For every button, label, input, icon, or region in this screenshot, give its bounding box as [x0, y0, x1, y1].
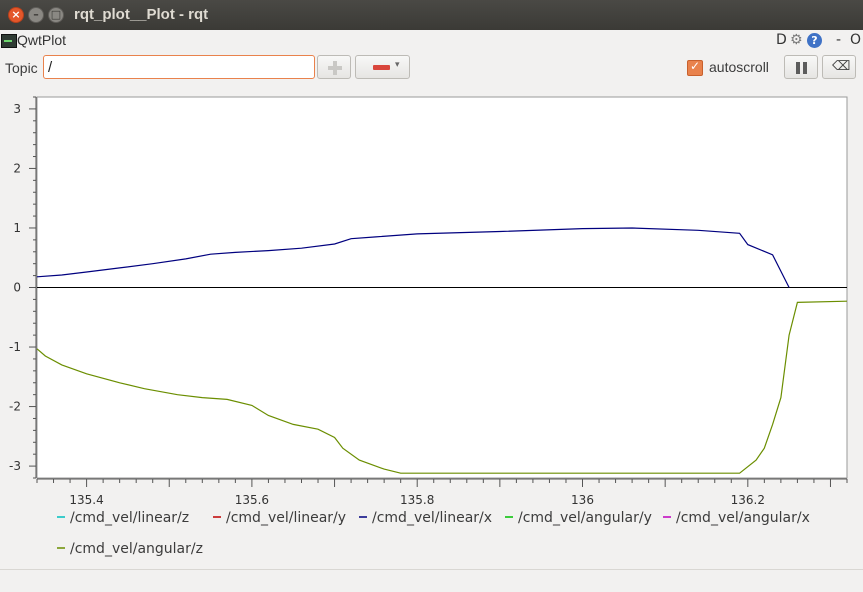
plus-icon-vertical — [333, 61, 337, 75]
window-titlebar: × – □ rqt_plot__Plot - rqt — [0, 0, 863, 30]
x-tick-label: 136.2 — [731, 493, 765, 507]
autoscroll-checkbox[interactable]: ✓ — [687, 59, 703, 76]
legend-item: /cmd_vel/angular/z — [70, 541, 203, 557]
clear-button[interactable]: ⌫ — [822, 55, 856, 79]
legend-item: /cmd_vel/angular/y — [518, 510, 652, 526]
chevron-down-icon: ▾ — [395, 60, 400, 70]
plugin-close-button[interactable]: O — [850, 32, 862, 48]
pause-icon — [796, 62, 800, 74]
window-title: rqt_plot__Plot - rqt — [74, 6, 209, 23]
legend-item: /cmd_vel/linear/x — [372, 510, 492, 526]
y-tick-label: -3 — [9, 459, 21, 473]
check-icon: ✓ — [689, 59, 701, 73]
topic-input[interactable] — [43, 55, 315, 79]
window-maximize-button[interactable]: □ — [48, 7, 64, 23]
autoscroll-label: autoscroll — [709, 59, 769, 75]
topic-label: Topic — [5, 60, 38, 76]
plot-toolbar: Topic ▾ ✓ autoscroll ⌫ — [0, 54, 863, 82]
legend-item: /cmd_vel/angular/x — [676, 510, 810, 526]
y-tick-label: 3 — [13, 102, 21, 116]
help-icon[interactable]: ? — [807, 33, 822, 48]
y-tick-label: -2 — [9, 400, 21, 414]
plugin-header: QwtPlot D ⚙ ? - O — [0, 31, 863, 51]
window-close-button[interactable]: × — [8, 7, 24, 23]
pause-button[interactable] — [784, 55, 818, 79]
legend-item: /cmd_vel/linear/y — [226, 510, 346, 526]
y-tick-label: -1 — [9, 340, 21, 354]
legend-item: /cmd_vel/linear/z — [70, 510, 189, 526]
x-tick-label: 135.6 — [235, 493, 269, 507]
remove-icon — [373, 65, 390, 70]
series-line — [36, 300, 848, 474]
plot-canvas[interactable]: 3 2 1 0 -1 -2 -3 135.4 135.6 135.8 136 136.2 /cmd_… — [0, 94, 863, 570]
plot-area[interactable]: 3 2 1 0 -1 -2 -3 135.4 135.6 135.8 136 136.2 /cmd_… — [0, 94, 863, 570]
status-divider — [0, 569, 863, 570]
dock-d-button[interactable]: D — [776, 32, 787, 48]
qwtplot-icon — [1, 34, 17, 48]
plugin-minimize-button[interactable]: - — [836, 32, 842, 48]
series-line — [36, 227, 790, 288]
close-icon: × — [11, 8, 21, 21]
maximize-icon: □ — [50, 8, 62, 21]
x-tick-label: 135.8 — [400, 493, 434, 507]
clear-icon: ⌫ — [832, 59, 851, 74]
minimize-icon: – — [33, 8, 39, 21]
gear-icon[interactable]: ⚙ — [790, 32, 803, 48]
add-topic-button[interactable] — [317, 55, 351, 79]
plugin-title: QwtPlot — [17, 32, 67, 48]
y-tick-label: 2 — [13, 161, 21, 175]
y-tick-label: 0 — [13, 281, 21, 295]
window-minimize-button[interactable]: – — [28, 7, 44, 23]
pause-icon-bar — [803, 62, 807, 74]
x-tick-label: 135.4 — [69, 493, 103, 507]
x-tick-label: 136 — [571, 493, 594, 507]
y-tick-label: 1 — [13, 221, 21, 235]
remove-topic-button[interactable]: ▾ — [355, 55, 410, 79]
